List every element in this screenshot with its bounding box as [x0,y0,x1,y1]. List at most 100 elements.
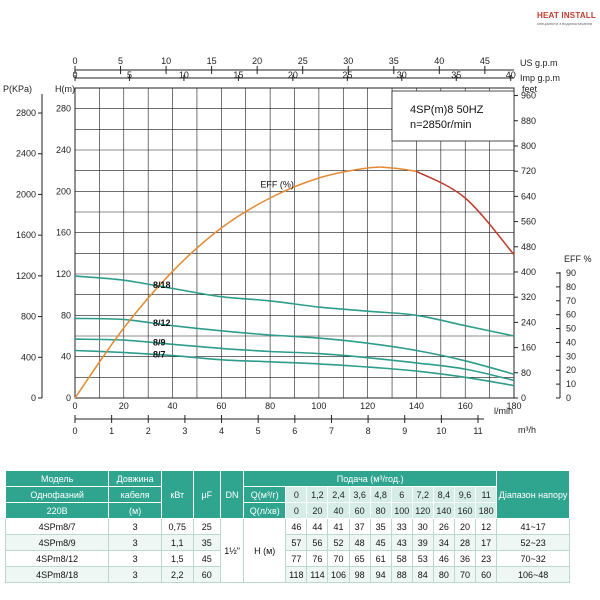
m3h-tick-label: 0 [72,426,77,436]
imp-gpm-tick-label: 30 [397,70,407,80]
row-head-value: 39 [411,534,434,551]
efficiency-curve [74,166,417,399]
row-head-value: 56 [306,534,329,551]
row-head-value: 41 [327,518,350,535]
curve-label-8-7: 8/7 [153,349,166,359]
efficiency-tick-label: 50 [566,324,576,334]
q-m3h-value: 7,2 [411,486,434,503]
row-head-value: 46 [432,550,455,567]
chart-axes: 0 5 10 15 20 25 30 35 40 45 US g.p.m0 5 10 15 20 25 30 35… [3,56,592,436]
table-row: 4SPm8/12 3 1,5 45 77 76 70 65 61 58 53 4… [4,550,570,567]
q-lmin-value: 180 [474,502,498,519]
row-head-value: 12 [474,518,498,535]
feet-tick-label: 720 [521,166,536,176]
efficiency-curve-label: EFF (%) [260,180,294,190]
feet-axis-label: feet [522,84,538,94]
m3h-tick-label: 7 [329,426,334,436]
us-gpm-tick-label: 15 [207,56,217,66]
pump-performance-chart: 0 5 10 15 20 25 30 35 40 45 US g.p.m0 5 10 15 20 25 30 35… [3,56,592,436]
efficiency-tick-label: 60 [566,310,576,320]
head-curve-8-7 [74,349,515,387]
row-model: 4SPm8/7 [4,518,110,535]
q-lmin-value: 40 [327,502,350,519]
row-kw: 0,75 [160,518,194,535]
head-curve-8-9 [74,338,515,382]
row-head-value: 61 [369,550,392,567]
row-head-value: 20 [453,518,477,535]
efficiency-tick-label: 30 [566,351,576,361]
row-head-value: 80 [432,566,455,583]
lmin-tick-label: 140 [409,401,424,411]
q-lmin-value: 60 [348,502,371,519]
m3h-tick-label: 2 [146,426,151,436]
chart-labels: 4SP(m)8 50HZ n=2850r/min 8/18 8/12 8/98/7 EFF… [153,90,515,359]
efficiency-tick-label: 10 [566,379,576,389]
feet-tick-label: 960 [521,91,536,101]
head-tick-label: 280 [56,104,71,114]
pressure-tick-label: 1200 [16,271,36,281]
row-range: 70~32 [496,550,570,567]
q-m3h-value: 4,8 [369,486,392,503]
lmin-tick-label: 60 [216,401,226,411]
row-kw: 2,2 [160,566,194,583]
row-range: 41~17 [496,518,570,535]
us-gpm-tick-label: 45 [480,56,490,66]
m3h-tick-label: 4 [219,426,224,436]
q-lmin-value: 140 [432,502,455,519]
curve-label-8-9: 8/9 [153,338,166,348]
row-head-value: 94 [369,566,392,583]
lmin-tick-label: 80 [265,401,275,411]
m3h-tick-label: 6 [292,426,297,436]
row-head-value: 52 [327,534,350,551]
imp-gpm-tick-label: 20 [288,70,298,80]
imp-gpm-tick-label: 40 [506,70,516,80]
logo-text: HEAT INSTALL [537,11,596,20]
m3h-tick-label: 1 [109,426,114,436]
head-tick-label: 80 [61,310,71,320]
row-model: 4SPm8/18 [4,566,110,583]
pressure-tick-label: 2000 [16,189,36,199]
feet-tick-label: 880 [521,116,536,126]
feet-tick-label: 80 [521,368,531,378]
row-head-value: 98 [348,566,371,583]
lmin-tick-label: 160 [458,401,473,411]
row-head-value: 77 [285,550,308,567]
imp-gpm-tick-label: 25 [342,70,352,80]
row-head-value: 65 [348,550,371,567]
table-row: 4SPm8/18 3 2,2 60 118 114 106 98 94 88 8… [4,566,570,583]
pressure-tick-label: 2800 [16,108,36,118]
table-row: 4SPm8/7 3 0,75 25 1½" Н (м) 46 44 41 37 … [4,518,570,583]
lmin-tick-label: 40 [168,401,178,411]
header-q-m3h: Q(м³/г) [243,486,287,503]
pressure-axis-label: P(KPa) [3,84,32,94]
efficiency-tick-label: 40 [566,337,576,347]
head-tick-label: 0 [66,393,71,403]
row-head-value: 33 [390,518,413,535]
feet-tick-label: 400 [521,267,536,277]
header-voltage: 220В [4,502,110,519]
efficiency-tick-label: 80 [566,282,576,292]
row-head-value: 37 [348,518,371,535]
imp-gpm-tick-label: 10 [179,70,189,80]
curve-label-8-12: 8/12 [153,318,171,328]
info-box-model: 4SP(m)8 50HZ [410,104,484,116]
dn-value: 1½" [219,518,245,583]
row-head-value: 76 [306,550,329,567]
q-lmin-value: 120 [411,502,434,519]
lmin-tick-label: 120 [360,401,375,411]
pressure-tick-label: 400 [21,352,36,362]
us-gpm-tick-label: 25 [298,56,308,66]
q-m3h-value: 11 [474,486,498,503]
lmin-tick-label: 100 [311,401,326,411]
header-cable-unit: (м) [108,502,162,519]
head-axis-label: H(m) [55,84,75,94]
table-row: 4SPm8/9 3 1,1 35 57 56 52 48 45 43 39 34… [4,534,570,551]
row-head-value: 53 [411,550,434,567]
feet-tick-label: 560 [521,217,536,227]
efficiency-axis-label: EFF % [564,254,592,264]
head-curve-8-12 [74,317,515,375]
row-head-value: 114 [306,566,329,583]
us-gpm-tick-label: 40 [434,56,444,66]
row-head-value: 88 [390,566,413,583]
head-tick-label: 160 [56,228,71,238]
